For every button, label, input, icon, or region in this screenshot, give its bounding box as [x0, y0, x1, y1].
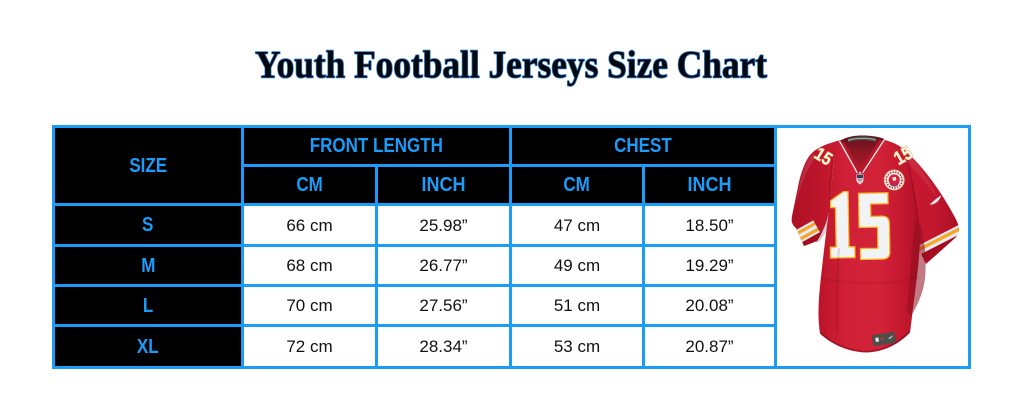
svg-text:Youth Football Jerseys Size Ch: Youth Football Jerseys Size Chart [255, 44, 767, 87]
